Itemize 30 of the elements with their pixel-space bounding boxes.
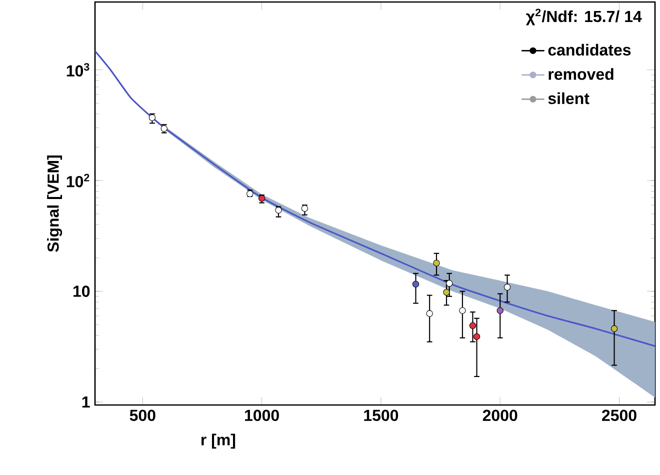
legend-label: removed bbox=[548, 68, 614, 80]
x-tick-label: 2500 bbox=[602, 410, 636, 422]
point bbox=[496, 307, 504, 314]
y-axis-title: Signal [VEM] bbox=[47, 156, 62, 252]
x-tick-label: 500 bbox=[130, 410, 156, 422]
point bbox=[504, 284, 511, 290]
point bbox=[412, 280, 420, 288]
x-tick-label: 2000 bbox=[482, 410, 518, 422]
annotation: χ$^{2}$/Ndf: 15.7/ 14 bbox=[526, 8, 642, 26]
x-tick-label: 1500 bbox=[364, 410, 398, 422]
point bbox=[459, 307, 466, 314]
point bbox=[446, 280, 453, 287]
point bbox=[610, 325, 618, 332]
point bbox=[473, 333, 480, 340]
point bbox=[148, 114, 156, 121]
point bbox=[433, 260, 440, 266]
y-tick-label: 10 bbox=[73, 286, 90, 297]
point bbox=[275, 206, 282, 214]
point bbox=[443, 288, 450, 296]
point bbox=[469, 322, 476, 329]
x-axis-title: r [m] bbox=[201, 434, 236, 449]
y-tick-label: 10$^{3}$ bbox=[66, 63, 90, 77]
legend-label: candidates bbox=[548, 44, 631, 56]
point bbox=[426, 310, 433, 317]
legend-label: silent bbox=[548, 92, 590, 104]
y-tick-label: 10$^{2}$ bbox=[66, 174, 90, 188]
x-tick-label: 1000 bbox=[245, 410, 279, 422]
point bbox=[575, 338, 582, 346]
y-tick-label: 1 bbox=[82, 396, 90, 408]
point bbox=[301, 205, 308, 212]
